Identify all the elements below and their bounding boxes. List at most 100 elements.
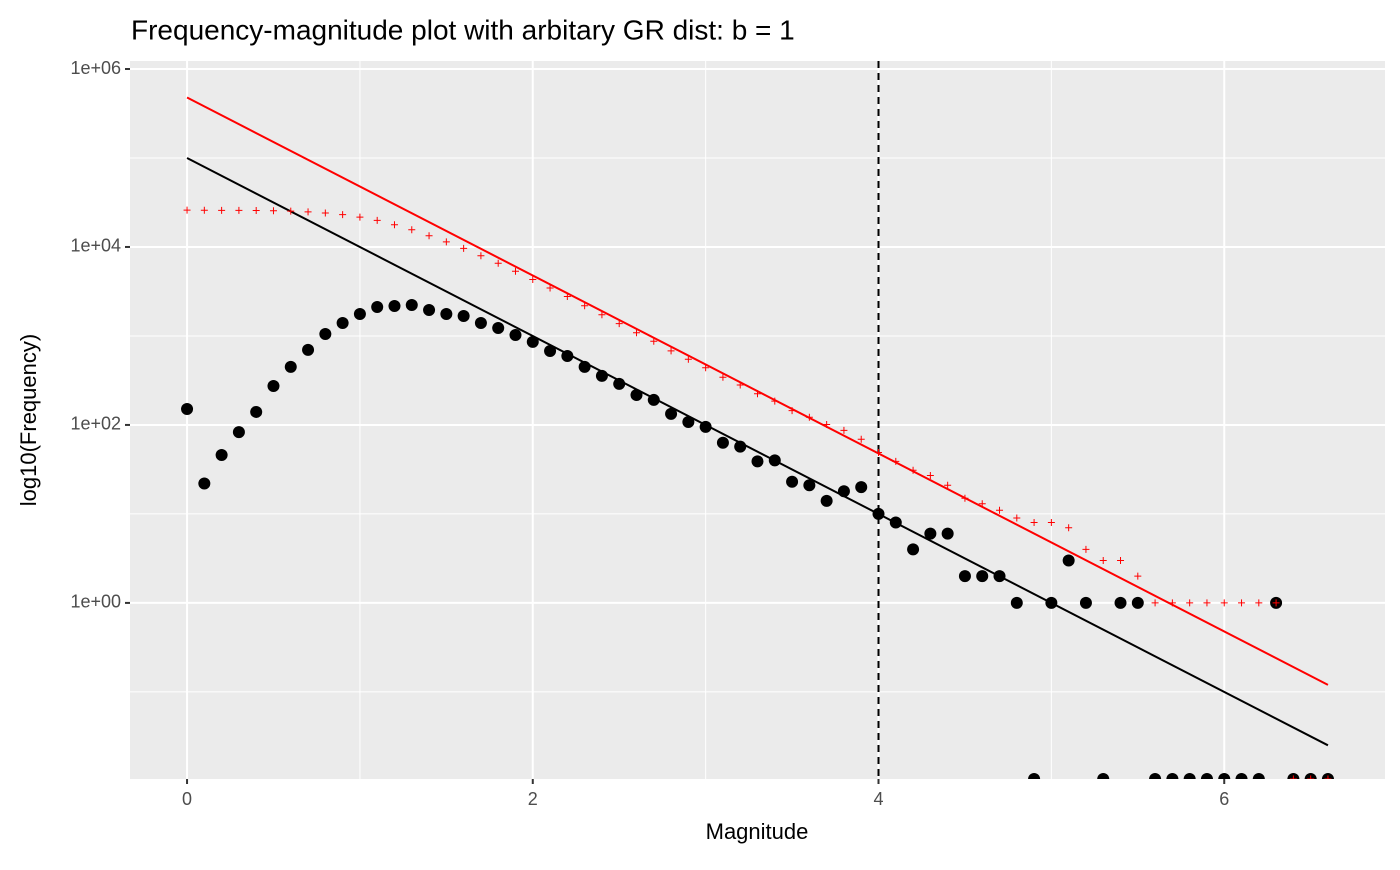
- data-point: [976, 570, 989, 583]
- cross-point: [1151, 599, 1159, 607]
- cross-point: [615, 320, 623, 328]
- x-tick-label: 4: [873, 789, 883, 809]
- cross-point: [1255, 599, 1263, 607]
- data-point: [889, 516, 902, 529]
- cross-point: [840, 426, 848, 434]
- data-point: [1149, 773, 1162, 779]
- data-point: [924, 527, 937, 540]
- cross-point: [1272, 599, 1280, 607]
- cross-point: [460, 244, 468, 252]
- cross-point: [442, 238, 450, 246]
- cross-point: [200, 206, 208, 214]
- data-point: [872, 507, 885, 520]
- data-point: [855, 481, 868, 494]
- cross-point: [356, 213, 364, 221]
- cross-point: [736, 381, 744, 389]
- data-point: [1010, 596, 1023, 609]
- data-point: [941, 527, 954, 540]
- cross-point: [1047, 519, 1055, 527]
- data-point: [1028, 773, 1041, 779]
- cross-point: [1168, 599, 1176, 607]
- cross-point: [477, 252, 485, 260]
- data-point: [768, 454, 781, 467]
- cross-point: [1065, 524, 1073, 532]
- cross-point: [563, 292, 571, 300]
- data-point: [751, 455, 764, 468]
- cross-point: [287, 207, 295, 215]
- cross-point: [857, 435, 865, 443]
- data-point: [1200, 773, 1213, 779]
- data-point: [1045, 596, 1058, 609]
- data-point: [613, 377, 626, 390]
- data-point: [1079, 596, 1092, 609]
- x-axis-title: Magnitude: [706, 819, 809, 844]
- data-point: [302, 343, 315, 356]
- cross-point: [1238, 599, 1246, 607]
- cross-point: [390, 221, 398, 229]
- cross-point: [529, 275, 537, 283]
- data-point: [1131, 596, 1144, 609]
- data-point: [250, 405, 263, 418]
- cross-point: [1082, 545, 1090, 553]
- grid: [130, 61, 1385, 779]
- cross-point: [1117, 556, 1125, 564]
- cross-point: [632, 329, 640, 337]
- data-point: [405, 298, 418, 311]
- data-point: [958, 570, 971, 583]
- cross-point: [892, 457, 900, 465]
- cross-point: [996, 506, 1004, 514]
- cross-point: [805, 413, 813, 421]
- cross-point: [875, 449, 883, 457]
- data-point: [198, 477, 211, 490]
- data-point: [595, 369, 608, 382]
- cross-point: [926, 472, 934, 480]
- data-point: [232, 426, 245, 439]
- data-point: [993, 570, 1006, 583]
- data-point: [284, 360, 297, 373]
- cross-point: [269, 207, 277, 215]
- cross-point: [719, 373, 727, 381]
- cross-point: [494, 259, 502, 267]
- data-point: [734, 440, 747, 453]
- cross-point: [1289, 775, 1297, 779]
- x-tick-label: 0: [182, 789, 192, 809]
- cross-point: [1307, 775, 1315, 779]
- cross-point: [1220, 599, 1228, 607]
- y-axis-title: log10(Frequency): [16, 334, 41, 506]
- x-tick-label: 2: [528, 789, 538, 809]
- cross-point: [1030, 519, 1038, 527]
- fit-line: [186, 157, 1329, 747]
- data-point: [457, 309, 470, 322]
- cross-point: [321, 209, 329, 217]
- cross-point: [1099, 556, 1107, 564]
- x-tick-label: 6: [1219, 789, 1229, 809]
- data-point: [1218, 773, 1231, 779]
- cross-point: [235, 206, 243, 214]
- cross-point: [1134, 572, 1142, 580]
- data-point: [578, 360, 591, 373]
- cross-point: [823, 421, 831, 429]
- data-point: [267, 379, 280, 392]
- y-tick-label: 1e+06: [70, 58, 121, 78]
- cross-point: [788, 407, 796, 415]
- y-tick-label: 1e+02: [70, 414, 121, 434]
- cross-point: [978, 500, 986, 508]
- cross-point: [252, 207, 260, 215]
- data-point: [1252, 773, 1265, 779]
- data-point: [837, 485, 850, 498]
- data-point: [215, 448, 228, 461]
- cross-point: [754, 390, 761, 398]
- data-point: [319, 327, 332, 340]
- data-point: [1166, 773, 1179, 779]
- data-point: [371, 300, 384, 313]
- cross-point: [511, 267, 519, 275]
- data-point: [1114, 596, 1127, 609]
- chart-title: Frequency-magnitude plot with arbitary G…: [131, 14, 795, 45]
- cross-point: [944, 481, 952, 489]
- cross-point: [771, 397, 779, 405]
- cross-point: [1324, 775, 1332, 779]
- cross-point: [598, 311, 606, 319]
- data-point: [561, 349, 574, 362]
- data-point: [526, 335, 539, 348]
